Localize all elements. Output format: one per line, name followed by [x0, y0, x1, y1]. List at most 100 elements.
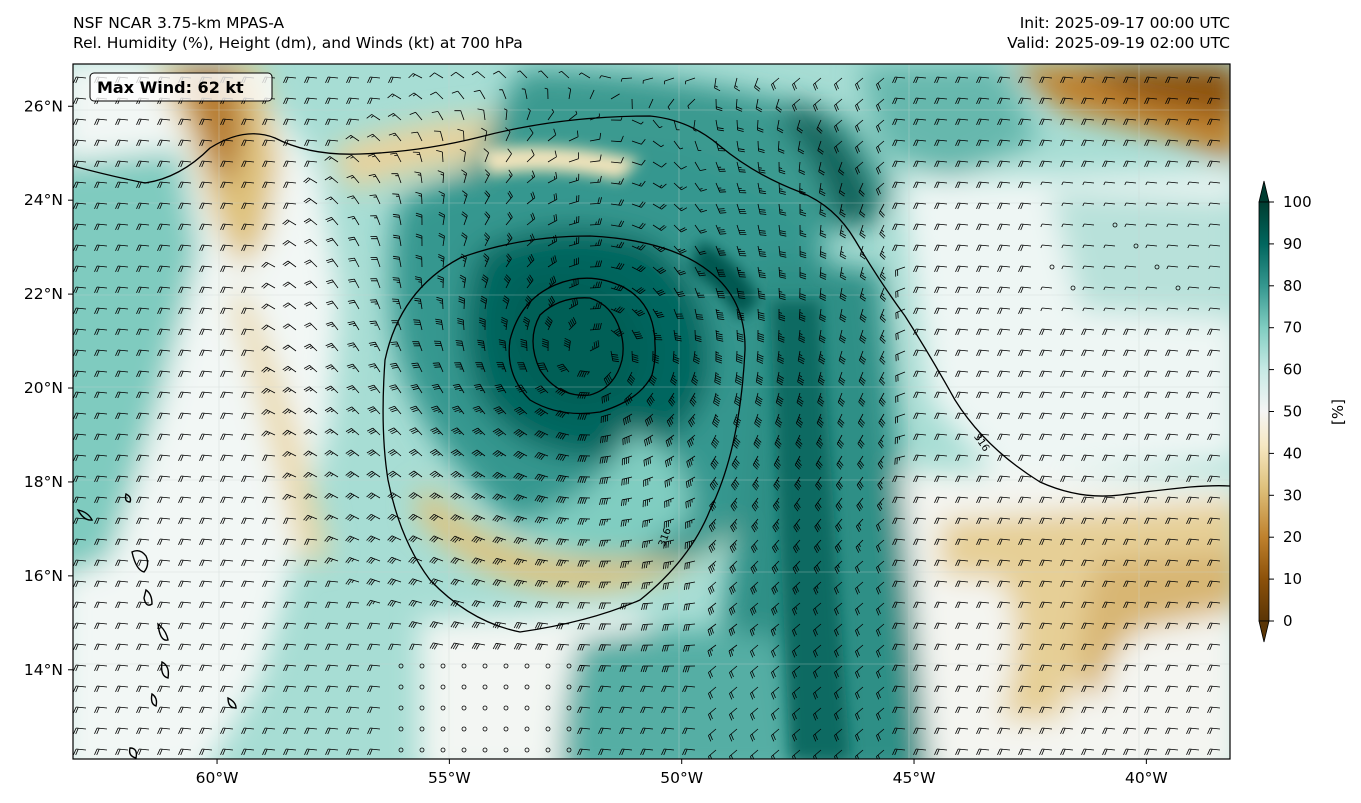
- max-wind-label: Max Wind: 62 kt: [97, 78, 244, 97]
- height-contour-ring-inner: [532, 297, 624, 396]
- calm-wind-marker: [419, 747, 425, 753]
- calm-wind-marker: [419, 726, 425, 732]
- calm-wind-marker: [440, 726, 446, 732]
- colorbar-tick-label: 20: [1283, 528, 1302, 546]
- calm-wind-marker: [1154, 264, 1160, 270]
- calm-wind-marker: [566, 705, 572, 711]
- calm-wind-marker: [482, 747, 488, 753]
- lat-tick-label: 18°N: [24, 473, 63, 491]
- colorbar-max-arrow: [1258, 180, 1270, 203]
- colorbar-tick-label: 60: [1283, 361, 1302, 379]
- calm-wind-marker: [440, 747, 446, 753]
- map-frame: [72, 63, 1231, 760]
- calm-wind-marker: [566, 747, 572, 753]
- calm-wind-marker: [1049, 264, 1055, 270]
- calm-wind-marker: [482, 663, 488, 669]
- lon-tick-label: 40°W: [1125, 769, 1168, 787]
- valid-time: Valid: 2025-09-19 02:00 UTC: [1007, 34, 1230, 52]
- height-contour-ring-outer: [382, 235, 746, 633]
- colorbar-min-arrow: [1258, 620, 1270, 643]
- height-contour-ring-middle: [508, 277, 656, 415]
- calm-wind-marker: [503, 663, 509, 669]
- field-description: Rel. Humidity (%), Height (dm), and Wind…: [73, 34, 523, 52]
- calm-wind-marker: [1175, 285, 1181, 291]
- max-wind-box: Max Wind: 62 kt: [89, 72, 273, 102]
- calm-wind-marker: [1070, 285, 1076, 291]
- calm-wind-marker: [524, 705, 530, 711]
- calm-wind-marker: [1133, 243, 1139, 249]
- calm-wind-marker: [440, 684, 446, 690]
- height-contours: [73, 115, 1230, 633]
- coastlines: [76, 492, 237, 759]
- calm-wind-marker: [440, 663, 446, 669]
- calm-wind-marker: [482, 726, 488, 732]
- calm-wind-marker: [1112, 222, 1118, 228]
- model-name: NSF NCAR 3.75-km MPAS-A: [73, 14, 285, 32]
- colorbar-tick-label: 10: [1283, 570, 1302, 588]
- title-left: NSF NCAR 3.75-km MPAS-A Rel. Humidity (%…: [73, 13, 523, 53]
- calm-wind-marker: [545, 747, 551, 753]
- calm-wind-marker: [566, 663, 572, 669]
- calm-wind-marker: [461, 663, 467, 669]
- calm-wind-marker: [461, 684, 467, 690]
- calm-wind-marker: [419, 684, 425, 690]
- colorbar-tick-label: 70: [1283, 319, 1302, 337]
- colorbar: 0 10 20 30 40 50 60 70 80 90 100 [%]: [1258, 180, 1347, 643]
- calm-wind-marker: [524, 684, 530, 690]
- lon-tick-label: 50°W: [660, 769, 703, 787]
- lat-tick-label: 16°N: [24, 567, 63, 585]
- calm-wind-marker: [545, 663, 551, 669]
- calm-wind-marker: [461, 726, 467, 732]
- title-right: Init: 2025-09-17 00:00 UTC Valid: 2025-0…: [1007, 13, 1230, 53]
- calm-wind-marker: [524, 726, 530, 732]
- calm-wind-marker: [524, 663, 530, 669]
- lon-tick-label: 60°W: [196, 769, 239, 787]
- humidity-field: [73, 64, 1230, 759]
- calm-wind-marker: [503, 726, 509, 732]
- calm-wind-marker: [503, 747, 509, 753]
- calm-wind-marker: [398, 726, 404, 732]
- lon-tick-label: 55°W: [428, 769, 471, 787]
- graticule: [73, 64, 1230, 759]
- wind-barb-set: [73, 70, 1221, 759]
- calm-wind-marker: [398, 663, 404, 669]
- longitude-axis: 60°W 55°W 50°W 45°W 40°W: [196, 759, 1168, 787]
- colorbar-tick-label: 50: [1283, 403, 1302, 421]
- lon-tick-label: 45°W: [893, 769, 936, 787]
- lat-tick-label: 14°N: [24, 661, 63, 679]
- calm-wind-marker: [566, 684, 572, 690]
- calm-wind-marker: [398, 747, 404, 753]
- colorbar-tick-label: 90: [1283, 235, 1302, 253]
- calm-wind-marker: [482, 684, 488, 690]
- lat-tick-label: 24°N: [24, 191, 63, 209]
- lat-tick-label: 20°N: [24, 379, 63, 397]
- wind-barbs: [73, 70, 1221, 759]
- calm-wind-marker: [503, 705, 509, 711]
- lat-tick-label: 22°N: [24, 285, 63, 303]
- colorbar-tick-label: 80: [1283, 277, 1302, 295]
- calm-wind-marker: [419, 663, 425, 669]
- calm-wind-marker: [461, 705, 467, 711]
- calm-wind-marker: [398, 684, 404, 690]
- colorbar-ticks: 0 10 20 30 40 50 60 70 80 90 100: [1269, 193, 1312, 630]
- latitude-axis: 26°N 24°N 22°N 20°N 18°N 16°N 14°N: [24, 97, 73, 679]
- lat-tick-label: 26°N: [24, 97, 63, 115]
- colorbar-strip: [1258, 201, 1270, 622]
- calm-wind-marker: [419, 705, 425, 711]
- calm-wind-marker: [524, 747, 530, 753]
- colorbar-tick-label: 100: [1283, 193, 1312, 211]
- calm-wind-marker: [545, 684, 551, 690]
- colorbar-tick-label: 30: [1283, 486, 1302, 504]
- calm-wind-marker: [398, 705, 404, 711]
- calm-wind-marker: [545, 705, 551, 711]
- init-time: Init: 2025-09-17 00:00 UTC: [1019, 14, 1230, 32]
- calm-wind-marker: [566, 726, 572, 732]
- height-contour-north: [73, 115, 1230, 497]
- colorbar-tick-label: 0: [1283, 612, 1293, 630]
- calm-wind-marker: [545, 726, 551, 732]
- calm-wind-marker: [461, 747, 467, 753]
- colorbar-label: [%]: [1329, 399, 1347, 425]
- calm-wind-marker: [503, 684, 509, 690]
